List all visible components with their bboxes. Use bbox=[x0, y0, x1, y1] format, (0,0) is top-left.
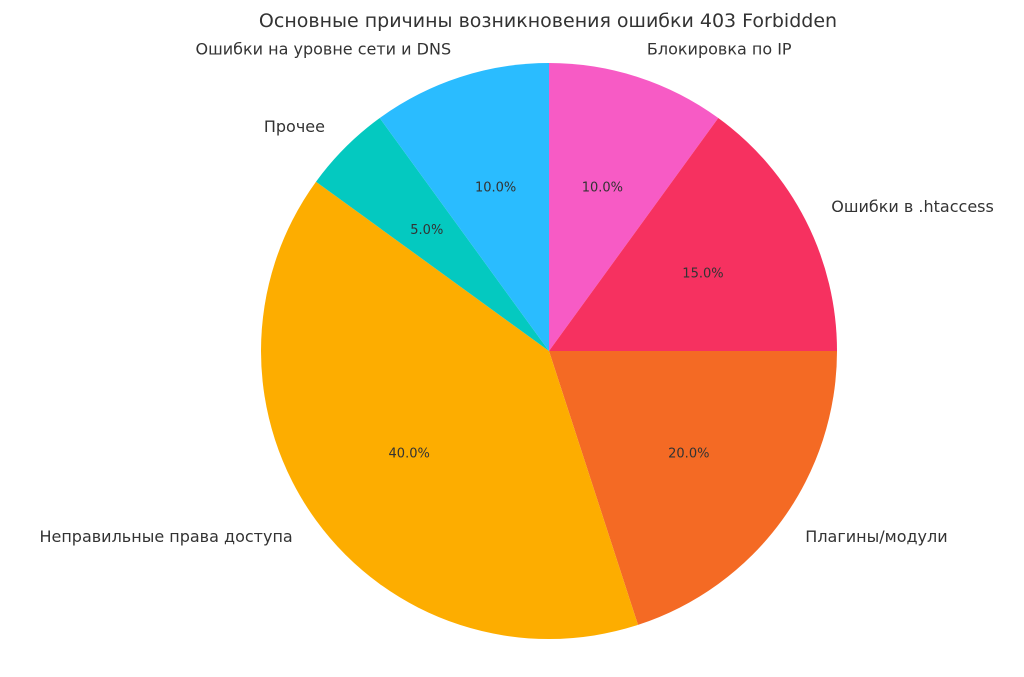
pie-slices bbox=[260, 63, 838, 640]
slice-percent-label: 20.0% bbox=[668, 447, 709, 462]
slice-percent-label: 15.0% bbox=[682, 267, 723, 282]
slice-percent-label: 5.0% bbox=[410, 223, 443, 238]
percent-labels: 10.0% 15.0% 20.0% 40.0% 5.0% 10.0% bbox=[389, 181, 724, 462]
slice-category-label: Блокировка по IP bbox=[647, 40, 792, 59]
pie-slice bbox=[316, 118, 549, 351]
pie-slice bbox=[260, 181, 638, 640]
pie-slice bbox=[549, 118, 837, 351]
slice-category-label: Ошибки на уровне сети и DNS bbox=[195, 40, 451, 59]
slice-category-label: Плагины/модули bbox=[805, 527, 947, 546]
slice-percent-label: 40.0% bbox=[389, 447, 430, 462]
slice-percent-label: 10.0% bbox=[582, 181, 623, 196]
slice-category-label: Ошибки в .htaccess bbox=[831, 197, 994, 216]
slice-category-label: Прочее bbox=[264, 117, 325, 136]
slice-labels: Блокировка по IP Ошибки в .htaccess Плагин… bbox=[39, 40, 993, 547]
slice-category-label: Неправильные права доступа bbox=[39, 527, 292, 546]
slice-percent-label: 10.0% bbox=[475, 181, 516, 196]
pie-slice bbox=[549, 63, 719, 351]
pie-slice bbox=[379, 63, 549, 351]
chart-title: Основные причины возникновения ошибки 40… bbox=[259, 10, 837, 32]
pie-slice bbox=[549, 351, 838, 625]
